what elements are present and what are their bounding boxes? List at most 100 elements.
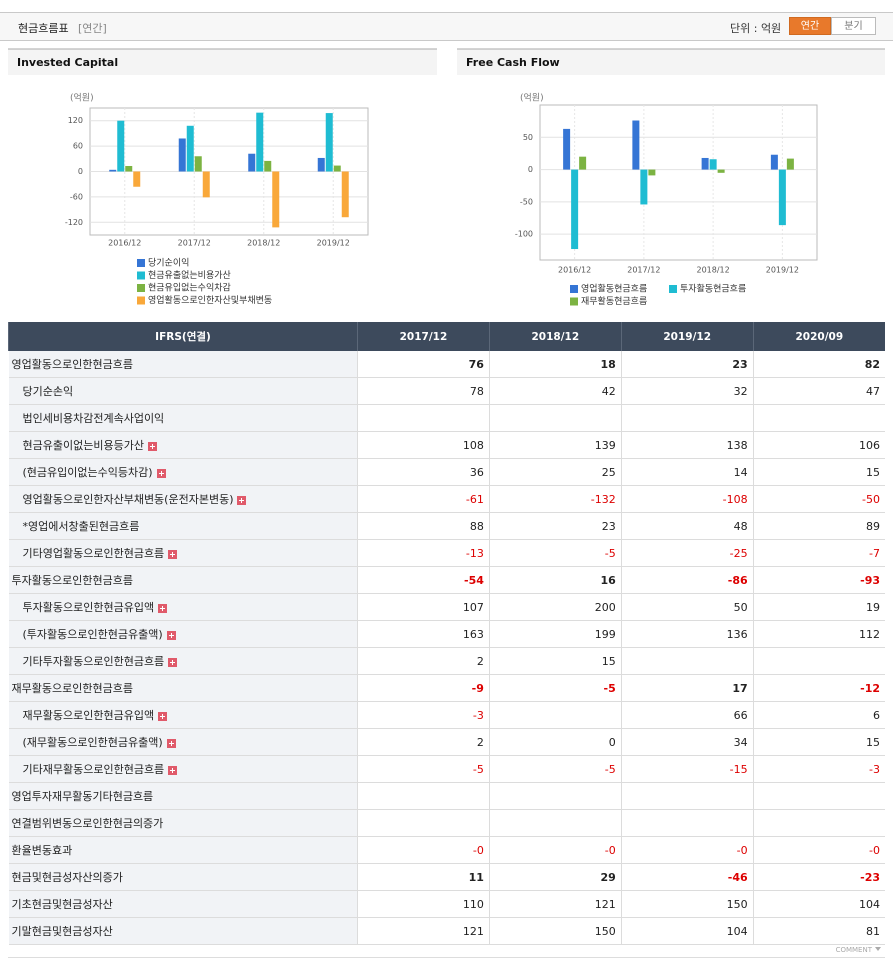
value-cell: -5	[357, 755, 490, 783]
bar	[717, 169, 725, 173]
expand-button[interactable]	[156, 468, 166, 478]
value-cell: 66	[620, 701, 754, 729]
legend-swatch	[570, 285, 578, 293]
value-cell: 107	[357, 593, 490, 621]
value-cell	[488, 701, 622, 729]
row-label[interactable]: 재무활동으로인한현금유입액	[8, 701, 358, 729]
row-label: 환율변동효과	[8, 836, 358, 864]
value-cell: -93	[752, 566, 885, 594]
value-cell: 200	[488, 593, 622, 621]
bar	[333, 165, 341, 172]
value-cell: -5	[488, 539, 622, 567]
value-cell: -3	[357, 701, 490, 729]
row-label-text: 기타영업활동으로인한현금흐름	[22, 547, 165, 560]
expand-button[interactable]	[158, 603, 168, 613]
value-cell: -46	[620, 863, 754, 891]
bar	[709, 159, 717, 170]
row-label: 당기순손익	[8, 377, 358, 405]
legend-swatch	[137, 296, 145, 305]
row-label[interactable]: 기타재무활동으로인한현금흐름	[8, 755, 358, 783]
value-cell	[752, 404, 885, 432]
column-header: 2018/12	[488, 322, 622, 351]
row-label[interactable]: (재무활동으로인한현금유출액)	[8, 728, 358, 756]
table-row: 환율변동효과 -0 -0 -0 -0	[8, 836, 885, 864]
y-tick-label: -50	[520, 197, 533, 206]
y-tick-label: 50	[523, 133, 533, 142]
bar	[272, 171, 280, 228]
legend-label: 영업활동으로인한자산및부채변동	[148, 294, 272, 306]
row-label[interactable]: 기타영업활동으로인한현금흐름	[8, 539, 358, 567]
bar	[117, 120, 125, 172]
row-label[interactable]: 투자활동으로인한현금유입액	[8, 593, 358, 621]
bar	[133, 171, 141, 187]
row-label: 현금및현금성자산의증가	[8, 863, 358, 891]
value-cell: -12	[752, 674, 885, 702]
value-cell	[357, 809, 490, 837]
period-tab[interactable]: 분기	[831, 17, 876, 35]
bar	[109, 169, 117, 172]
row-label-text: 재무활동으로인한현금유입액	[22, 709, 155, 722]
expand-button[interactable]	[237, 495, 247, 505]
table-row: 투자활동으로인한현금유입액 107 200 50 19	[8, 593, 885, 621]
value-cell: 76	[357, 351, 490, 378]
value-cell	[752, 782, 885, 810]
expand-button[interactable]	[158, 711, 168, 721]
comment-toggle[interactable]: COMMENT	[836, 946, 881, 954]
legend-swatch	[137, 259, 145, 267]
row-label[interactable]: 현금유출이없는비용등가산	[8, 431, 358, 459]
legend-label: 당기순이익	[148, 257, 189, 269]
value-cell	[620, 404, 754, 432]
table-row: *영업에서창출된현금흐름 88 23 48 89	[8, 512, 885, 540]
value-cell: -108	[620, 485, 754, 513]
value-cell: -86	[620, 566, 754, 594]
expand-button[interactable]	[168, 657, 178, 667]
value-cell: 19	[752, 593, 885, 621]
value-cell: 104	[752, 890, 885, 918]
table-row: 법인세비용차감전계속사업이익	[8, 404, 885, 432]
value-cell	[620, 809, 754, 837]
row-label: 투자활동으로인한현금흐름	[8, 566, 358, 594]
column-header: 2019/12	[620, 322, 754, 351]
bar	[579, 156, 587, 170]
bar	[563, 128, 571, 170]
value-cell: -7	[752, 539, 885, 567]
row-label[interactable]: 기타투자활동으로인한현금흐름	[8, 647, 358, 675]
value-cell: 42	[488, 377, 622, 405]
bar	[194, 156, 202, 172]
value-cell	[488, 782, 622, 810]
expand-button[interactable]	[166, 630, 176, 640]
table-row: 기타영업활동으로인한현금흐름 -13 -5 -25 -7	[8, 539, 885, 567]
expand-button[interactable]	[168, 765, 178, 775]
row-label: 재무활동으로인한현금흐름	[8, 674, 358, 702]
value-cell: 82	[752, 351, 885, 378]
x-tick-label: 2019/12	[317, 239, 350, 248]
row-label-text: 기초현금및현금성자산	[11, 898, 113, 911]
row-label-text: (현금유입이없는수익등차감)	[22, 466, 153, 479]
value-cell: 108	[357, 431, 490, 459]
bar	[125, 165, 133, 172]
row-label-text: (투자활동으로인한현금유출액)	[22, 628, 163, 641]
value-cell: 2	[357, 728, 490, 756]
table-row: 당기순손익 78 42 32 47	[8, 377, 885, 405]
row-label[interactable]: (투자활동으로인한현금유출액)	[8, 620, 358, 648]
row-label[interactable]: 영업활동으로인한자산부채변동(운전자본변동)	[8, 485, 358, 513]
value-cell: 88	[357, 512, 490, 540]
row-label-text: *영업에서창출된현금흐름	[22, 520, 140, 533]
value-cell: 34	[620, 728, 754, 756]
expand-button[interactable]	[147, 441, 157, 451]
row-label: 법인세비용차감전계속사업이익	[8, 404, 358, 432]
value-cell: -3	[752, 755, 885, 783]
row-label[interactable]: (현금유입이없는수익등차감)	[8, 458, 358, 486]
expand-button[interactable]	[166, 738, 176, 748]
value-cell: 32	[620, 377, 754, 405]
value-cell: 50	[620, 593, 754, 621]
row-label: 영업투자재무활동기타현금흐름	[8, 782, 358, 810]
value-cell: 15	[752, 458, 885, 486]
value-cell: -0	[488, 836, 622, 864]
period-tab[interactable]: 연간	[789, 17, 831, 35]
expand-button[interactable]	[168, 549, 178, 559]
row-label-text: 기타재무활동으로인한현금흐름	[22, 763, 165, 776]
divider	[8, 957, 885, 958]
unit-label: 단위 : 억원	[730, 22, 782, 35]
